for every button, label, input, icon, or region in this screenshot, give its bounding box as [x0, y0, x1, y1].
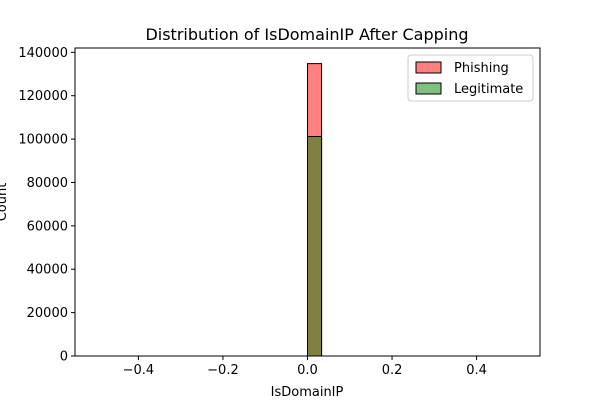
x-tick-label: 0.0 [297, 363, 318, 378]
legend: Phishing Legitimate [407, 54, 534, 102]
y-axis-label: Count [0, 183, 10, 222]
chart-title: Distribution of IsDomainIP After Capping [145, 25, 468, 44]
y-tick-label: 0 [60, 350, 68, 365]
x-axis-ticks: −0.4 −0.2 0.0 0.2 0.4 [123, 356, 487, 378]
legend-swatch-phishing [415, 61, 442, 74]
legend-label-legitimate: Legitimate [454, 82, 523, 97]
x-tick-label: 0.4 [466, 363, 487, 378]
y-tick-label: 40000 [27, 263, 68, 278]
x-tick-label: −0.4 [123, 363, 155, 378]
y-tick-label: 140000 [18, 46, 68, 61]
x-tick-label: 0.2 [382, 363, 403, 378]
y-axis-ticks: 0 20000 40000 60000 80000 100000 120000 140000 [18, 46, 75, 365]
x-tick-label: −0.2 [207, 363, 239, 378]
y-tick-label: 80000 [27, 176, 68, 191]
y-tick-label: 120000 [18, 89, 68, 104]
y-tick-label: 100000 [18, 133, 68, 148]
legend-label-phishing: Phishing [454, 61, 509, 76]
y-tick-label: 60000 [27, 219, 68, 234]
legend-swatch-legitimate [415, 82, 442, 95]
bars-layer [307, 63, 323, 357]
x-axis-label: IsDomainIP [271, 385, 344, 400]
bar-legitimate-0 [307, 135, 323, 357]
y-tick-label: 20000 [27, 306, 68, 321]
